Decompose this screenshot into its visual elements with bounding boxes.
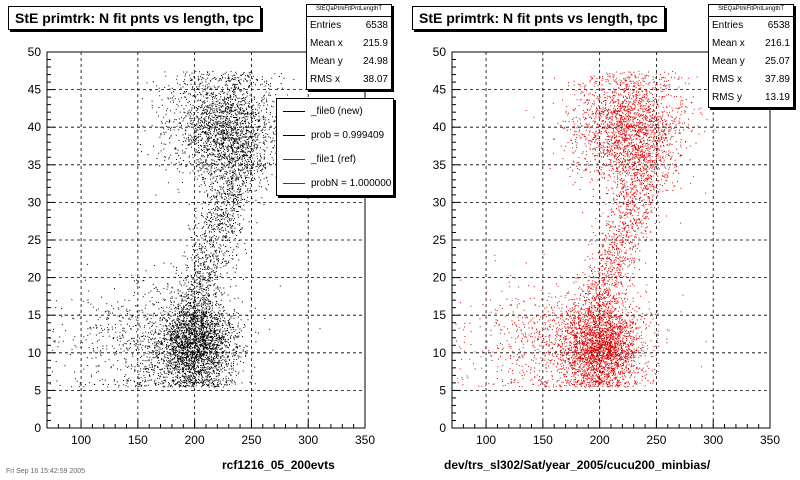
legend-line — [283, 158, 305, 160]
y-tick-label: 0 — [34, 421, 41, 435]
chart-title-right: StE primtrk: N fit pnts vs length, tpc — [412, 6, 665, 30]
scatter-points — [455, 70, 716, 388]
legend-box-left: _file0 (new) prob = 0.999409 _file1 (ref… — [276, 98, 394, 196]
x-tick-label: 250 — [646, 433, 666, 447]
y-tick-label: 40 — [28, 120, 42, 134]
stats-row: Entries 6538 — [310, 20, 388, 31]
y-tick-label: 5 — [34, 383, 41, 397]
legend-entry: _file1 (ref) — [277, 147, 393, 171]
x-tick-label: 100 — [71, 433, 91, 447]
legend-entry: prob = 0.999409 — [277, 123, 393, 147]
legend-entry: _file0 (new) — [277, 99, 393, 123]
y-tick-label: 10 — [433, 346, 447, 360]
plot-right: 100 150 200 250 300 350 0 5 10 15 20 25 30 35 40 45 50 — [433, 45, 781, 447]
stats-row: RMS x 38.07 — [310, 74, 388, 85]
legend-entry: probN = 1.000000 — [277, 171, 393, 195]
stats-name: StEQaPtrkFitPntLengthT — [709, 5, 793, 17]
stats-name: StEQaPtrkFitPntLengthT — [307, 5, 391, 17]
y-tick-label: 20 — [433, 271, 447, 285]
x-tick-label: 150 — [533, 433, 553, 447]
x-tick-label: 300 — [298, 433, 318, 447]
y-tick-label: 45 — [433, 83, 447, 97]
legend-line — [283, 110, 305, 112]
x-tick-label: 200 — [590, 433, 610, 447]
x-axis-label-left: rcf1216_05_200evts — [222, 458, 335, 472]
y-tick-label: 15 — [28, 308, 42, 322]
x-tick-label: 250 — [241, 433, 261, 447]
x-tick-label: 100 — [476, 433, 496, 447]
stats-box-left: StEQaPtrkFitPntLengthT Entries 6538 Mean … — [306, 4, 392, 90]
x-tick-label: 300 — [703, 433, 723, 447]
stats-row: Mean x 216.1 — [712, 38, 790, 49]
stats-row: Mean y 24.98 — [310, 56, 388, 67]
y-tick-label: 5 — [439, 383, 446, 397]
y-tick-label: 30 — [28, 195, 42, 209]
y-tick-label: 10 — [28, 346, 42, 360]
y-tick-label: 25 — [28, 233, 42, 247]
footer-timestamp: Fri Sep 16 15:42:59 2005 — [6, 468, 86, 475]
legend-line — [283, 134, 305, 136]
stats-row: RMS x 37.89 — [712, 74, 790, 85]
stats-row: RMS y 13.19 — [712, 92, 790, 103]
y-tick-label: 45 — [28, 83, 42, 97]
x-tick-label: 200 — [185, 433, 205, 447]
y-tick-label: 25 — [433, 233, 447, 247]
y-tick-label: 35 — [28, 158, 42, 172]
stats-row: Mean y 25.07 — [712, 56, 790, 67]
y-tick-label: 40 — [433, 120, 447, 134]
y-tick-label: 15 — [433, 308, 447, 322]
stats-box-right: StEQaPtrkFitPntLengthT Entries 6538 Mean … — [708, 4, 794, 108]
y-tick-label: 35 — [433, 158, 447, 172]
y-tick-label: 30 — [433, 195, 447, 209]
x-tick-label: 150 — [128, 433, 148, 447]
y-tick-label: 50 — [28, 45, 42, 59]
y-tick-label: 20 — [28, 271, 42, 285]
x-axis-label-right: dev/trs_sl302/Sat/year_2005/cucu200_minb… — [444, 458, 711, 472]
x-tick-label: 350 — [355, 433, 375, 447]
y-tick-label: 0 — [439, 421, 446, 435]
stats-row: Mean x 215.9 — [310, 38, 388, 49]
stats-row: Entries 6538 — [712, 20, 790, 31]
chart-title-left: StE primtrk: N fit pnts vs length, tpc — [8, 6, 261, 30]
y-tick-label: 50 — [433, 45, 447, 59]
x-tick-label: 350 — [760, 433, 780, 447]
legend-line — [283, 182, 305, 184]
